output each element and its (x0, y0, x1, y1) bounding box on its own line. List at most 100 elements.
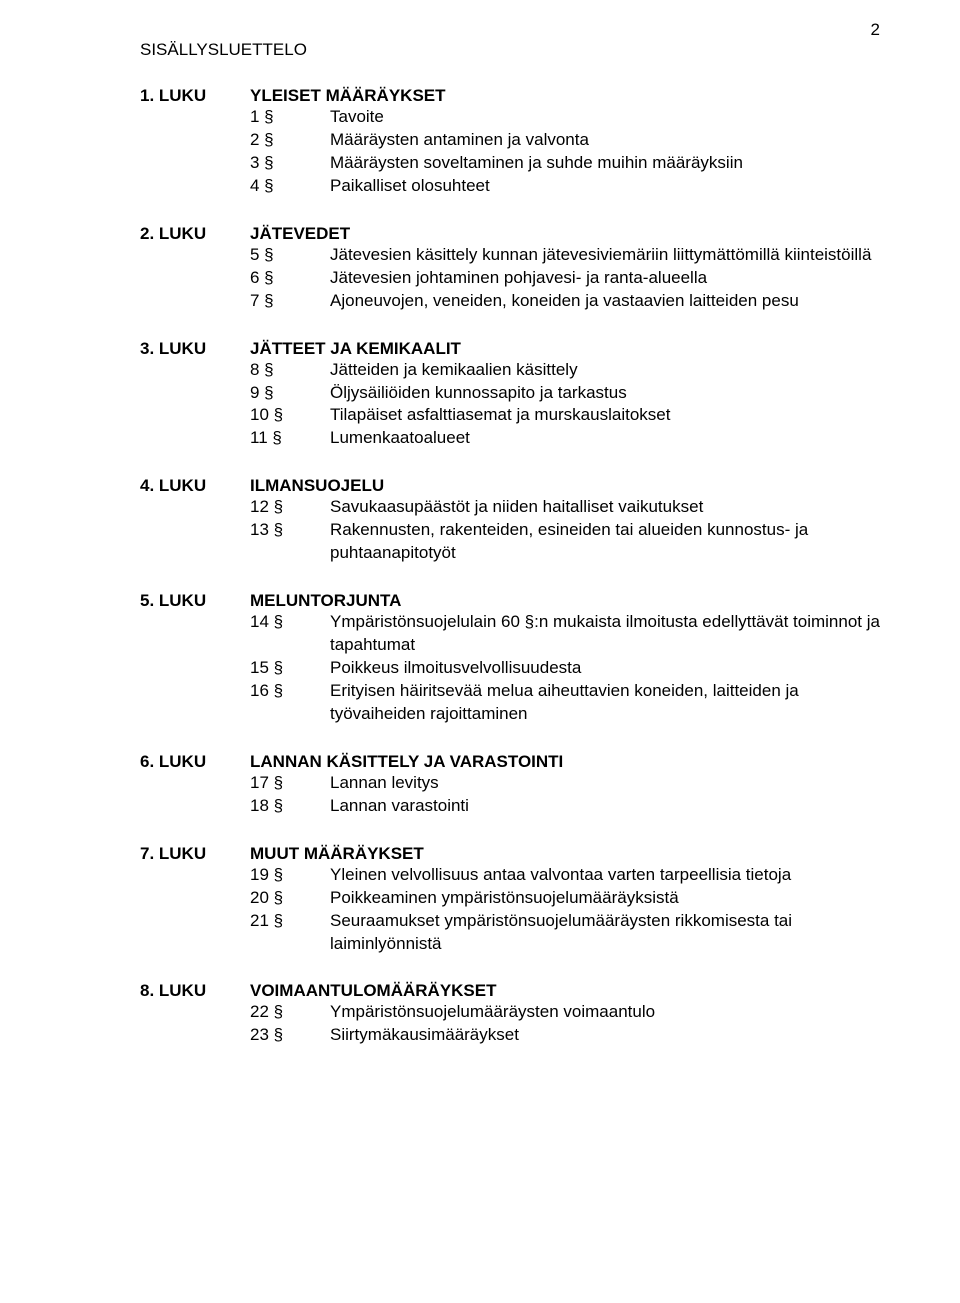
toc-section-number: 3 § (250, 152, 330, 175)
toc-entry: 14 §Ympäristönsuojelulain 60 §:n mukaist… (140, 611, 880, 657)
toc-entry: 7 §Ajoneuvojen, veneiden, koneiden ja va… (140, 290, 880, 313)
toc-section-title: Siirtymäkausimääräykset (330, 1024, 880, 1047)
toc-entry: 21 §Seuraamukset ympäristönsuojelumääräy… (140, 910, 880, 956)
toc-section-title: Lannan varastointi (330, 795, 880, 818)
toc-chapter: 3. LUKUJÄTTEET JA KEMIKAALIT8 §Jätteiden… (140, 339, 880, 451)
toc-section-title: Ajoneuvojen, veneiden, koneiden ja vasta… (330, 290, 880, 313)
toc-section-number: 2 § (250, 129, 330, 152)
toc-chapter-number: 5. LUKU (140, 591, 250, 611)
toc-section-number: 23 § (250, 1024, 330, 1047)
toc-chapter-number: 2. LUKU (140, 224, 250, 244)
toc-section-title: Erityisen häiritsevää melua aiheuttavien… (330, 680, 880, 726)
toc-chapter-title: YLEISET MÄÄRÄYKSET (250, 86, 446, 106)
toc-entry: 17 §Lannan levitys (140, 772, 880, 795)
toc-chapter-number: 6. LUKU (140, 752, 250, 772)
doc-title: SISÄLLYSLUETTELO (140, 40, 880, 60)
toc-chapter-title: MUUT MÄÄRÄYKSET (250, 844, 424, 864)
toc-chapter-number: 7. LUKU (140, 844, 250, 864)
toc-entry: 13 §Rakennusten, rakenteiden, esineiden … (140, 519, 880, 565)
toc-section-number: 8 § (250, 359, 330, 382)
toc-chapter-number: 8. LUKU (140, 981, 250, 1001)
toc-entry: 1 §Tavoite (140, 106, 880, 129)
toc-chapter-number: 3. LUKU (140, 339, 250, 359)
toc-section-number: 15 § (250, 657, 330, 680)
toc-chapter-heading: 7. LUKUMUUT MÄÄRÄYKSET (140, 844, 880, 864)
toc-section-number: 4 § (250, 175, 330, 198)
toc-entry: 8 §Jätteiden ja kemikaalien käsittely (140, 359, 880, 382)
toc-section-title: Jätevesien johtaminen pohjavesi- ja rant… (330, 267, 880, 290)
toc-chapter: 1. LUKUYLEISET MÄÄRÄYKSET1 §Tavoite2 §Mä… (140, 86, 880, 198)
toc-section-number: 14 § (250, 611, 330, 657)
toc-chapter-title: JÄTEVEDET (250, 224, 350, 244)
toc-section-title: Savukaasupäästöt ja niiden haitalliset v… (330, 496, 880, 519)
toc-entry: 12 §Savukaasupäästöt ja niiden haitallis… (140, 496, 880, 519)
toc-entry: 15 §Poikkeus ilmoitusvelvollisuudesta (140, 657, 880, 680)
toc-entry: 11 §Lumenkaatoalueet (140, 427, 880, 450)
document-page: 2 SISÄLLYSLUETTELO 1. LUKUYLEISET MÄÄRÄY… (0, 0, 960, 1303)
toc-entry: 2 §Määräysten antaminen ja valvonta (140, 129, 880, 152)
toc-section-number: 21 § (250, 910, 330, 956)
toc-chapter-heading: 1. LUKUYLEISET MÄÄRÄYKSET (140, 86, 880, 106)
toc-section-title: Ympäristönsuojelulain 60 §:n mukaista il… (330, 611, 880, 657)
toc-chapter: 4. LUKUILMANSUOJELU12 §Savukaasupäästöt … (140, 476, 880, 565)
toc-section-number: 19 § (250, 864, 330, 887)
toc-entry: 20 §Poikkeaminen ympäristönsuojelumääräy… (140, 887, 880, 910)
toc-chapter-number: 4. LUKU (140, 476, 250, 496)
table-of-contents: 1. LUKUYLEISET MÄÄRÄYKSET1 §Tavoite2 §Mä… (140, 86, 880, 1047)
toc-entry: 9 §Öljysäiliöiden kunnossapito ja tarkas… (140, 382, 880, 405)
toc-chapter-title: MELUNTORJUNTA (250, 591, 401, 611)
toc-entry: 4 §Paikalliset olosuhteet (140, 175, 880, 198)
toc-section-number: 9 § (250, 382, 330, 405)
toc-chapter-number: 1. LUKU (140, 86, 250, 106)
toc-entry: 3 §Määräysten soveltaminen ja suhde muih… (140, 152, 880, 175)
toc-section-title: Ympäristönsuojelumääräysten voimaantulo (330, 1001, 880, 1024)
toc-chapter-title: ILMANSUOJELU (250, 476, 384, 496)
toc-section-number: 11 § (250, 427, 330, 450)
toc-section-title: Määräysten soveltaminen ja suhde muihin … (330, 152, 880, 175)
toc-chapter-title: VOIMAANTULOMÄÄRÄYKSET (250, 981, 497, 1001)
toc-section-number: 7 § (250, 290, 330, 313)
toc-section-title: Jätevesien käsittely kunnan jätevesiviem… (330, 244, 880, 267)
toc-section-number: 12 § (250, 496, 330, 519)
toc-section-number: 16 § (250, 680, 330, 726)
toc-entry: 18 §Lannan varastointi (140, 795, 880, 818)
toc-chapter-heading: 6. LUKULANNAN KÄSITTELY JA VARASTOINTI (140, 752, 880, 772)
toc-section-title: Jätteiden ja kemikaalien käsittely (330, 359, 880, 382)
toc-chapter: 2. LUKUJÄTEVEDET5 §Jätevesien käsittely … (140, 224, 880, 313)
toc-section-title: Yleinen velvollisuus antaa valvontaa var… (330, 864, 880, 887)
toc-section-number: 10 § (250, 404, 330, 427)
toc-chapter: 8. LUKUVOIMAANTULOMÄÄRÄYKSET22 §Ympärist… (140, 981, 880, 1047)
toc-entry: 16 §Erityisen häiritsevää melua aiheutta… (140, 680, 880, 726)
toc-entry: 23 §Siirtymäkausimääräykset (140, 1024, 880, 1047)
toc-section-title: Öljysäiliöiden kunnossapito ja tarkastus (330, 382, 880, 405)
toc-section-title: Poikkeaminen ympäristönsuojelumääräyksis… (330, 887, 880, 910)
toc-section-number: 13 § (250, 519, 330, 565)
toc-chapter-heading: 4. LUKUILMANSUOJELU (140, 476, 880, 496)
toc-chapter: 6. LUKULANNAN KÄSITTELY JA VARASTOINTI17… (140, 752, 880, 818)
toc-section-title: Tilapäiset asfalttiasemat ja murskauslai… (330, 404, 880, 427)
toc-section-title: Lumenkaatoalueet (330, 427, 880, 450)
toc-chapter-heading: 3. LUKUJÄTTEET JA KEMIKAALIT (140, 339, 880, 359)
toc-chapter-title: LANNAN KÄSITTELY JA VARASTOINTI (250, 752, 563, 772)
toc-section-number: 6 § (250, 267, 330, 290)
toc-section-title: Poikkeus ilmoitusvelvollisuudesta (330, 657, 880, 680)
toc-section-title: Määräysten antaminen ja valvonta (330, 129, 880, 152)
toc-section-title: Lannan levitys (330, 772, 880, 795)
toc-chapter-title: JÄTTEET JA KEMIKAALIT (250, 339, 461, 359)
toc-entry: 6 §Jätevesien johtaminen pohjavesi- ja r… (140, 267, 880, 290)
toc-section-number: 20 § (250, 887, 330, 910)
toc-section-title: Paikalliset olosuhteet (330, 175, 880, 198)
toc-chapter-heading: 8. LUKUVOIMAANTULOMÄÄRÄYKSET (140, 981, 880, 1001)
toc-entry: 19 §Yleinen velvollisuus antaa valvontaa… (140, 864, 880, 887)
toc-section-title: Seuraamukset ympäristönsuojelumääräysten… (330, 910, 880, 956)
toc-section-title: Rakennusten, rakenteiden, esineiden tai … (330, 519, 880, 565)
toc-chapter: 5. LUKUMELUNTORJUNTA14 §Ympäristönsuojel… (140, 591, 880, 726)
toc-chapter-heading: 2. LUKUJÄTEVEDET (140, 224, 880, 244)
toc-section-title: Tavoite (330, 106, 880, 129)
toc-section-number: 5 § (250, 244, 330, 267)
toc-entry: 5 §Jätevesien käsittely kunnan jätevesiv… (140, 244, 880, 267)
toc-entry: 22 §Ympäristönsuojelumääräysten voimaant… (140, 1001, 880, 1024)
toc-chapter-heading: 5. LUKUMELUNTORJUNTA (140, 591, 880, 611)
toc-section-number: 1 § (250, 106, 330, 129)
page-number: 2 (871, 20, 880, 40)
